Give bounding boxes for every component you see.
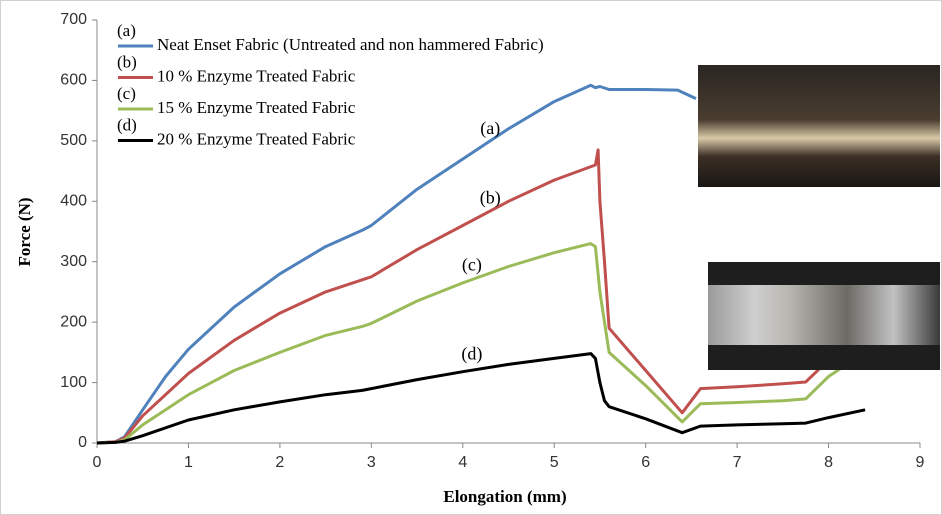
x-tick-label: 6 xyxy=(641,454,650,471)
curve-label: (d) xyxy=(461,344,482,365)
y-tick-label: 700 xyxy=(60,11,87,28)
x-tick-label: 1 xyxy=(184,454,193,471)
y-tick-label: 0 xyxy=(78,434,87,451)
x-tick-label: 3 xyxy=(367,454,376,471)
y-tick-label: 400 xyxy=(60,193,87,210)
curve-label: (a) xyxy=(480,118,500,139)
x-tick-label: 0 xyxy=(93,454,102,471)
x-axis-title: Elongation (mm) xyxy=(443,487,566,506)
x-tick-label: 5 xyxy=(550,454,559,471)
legend-tag: (a) xyxy=(117,21,136,40)
x-tick-label: 4 xyxy=(458,454,467,471)
y-tick-label: 600 xyxy=(60,72,87,89)
legend-label: 15 % Enzyme Treated Fabric xyxy=(157,98,356,117)
curve-label: (b) xyxy=(480,188,501,209)
photo-after-sample xyxy=(708,285,940,345)
legend-label: Neat Enset Fabric (Untreated and non ham… xyxy=(157,35,544,54)
legend-tag: (d) xyxy=(117,115,137,134)
y-tick-label: 200 xyxy=(60,313,87,330)
x-tick-label: 8 xyxy=(824,454,833,471)
curve-label: (c) xyxy=(462,255,482,276)
legend-tag: (b) xyxy=(117,52,137,71)
legend-label: 10 % Enzyme Treated Fabric xyxy=(157,66,356,85)
x-tick-label: 7 xyxy=(733,454,742,471)
y-tick-label: 300 xyxy=(60,253,87,270)
x-tick-label: 9 xyxy=(916,454,925,471)
y-tick-label: 500 xyxy=(60,132,87,149)
y-tick-label: 100 xyxy=(60,374,87,391)
chart: 0 100 200 300 400 500 600 700 0 1 2 3 4 5 6 7 8 9 Elongat… xyxy=(0,0,942,515)
x-tick-label: 2 xyxy=(275,454,284,471)
legend-tag: (c) xyxy=(117,84,136,103)
legend-label: 20 % Enzyme Treated Fabric xyxy=(157,129,356,148)
y-axis-title: Force (N) xyxy=(15,197,34,266)
photo-before xyxy=(698,65,940,187)
